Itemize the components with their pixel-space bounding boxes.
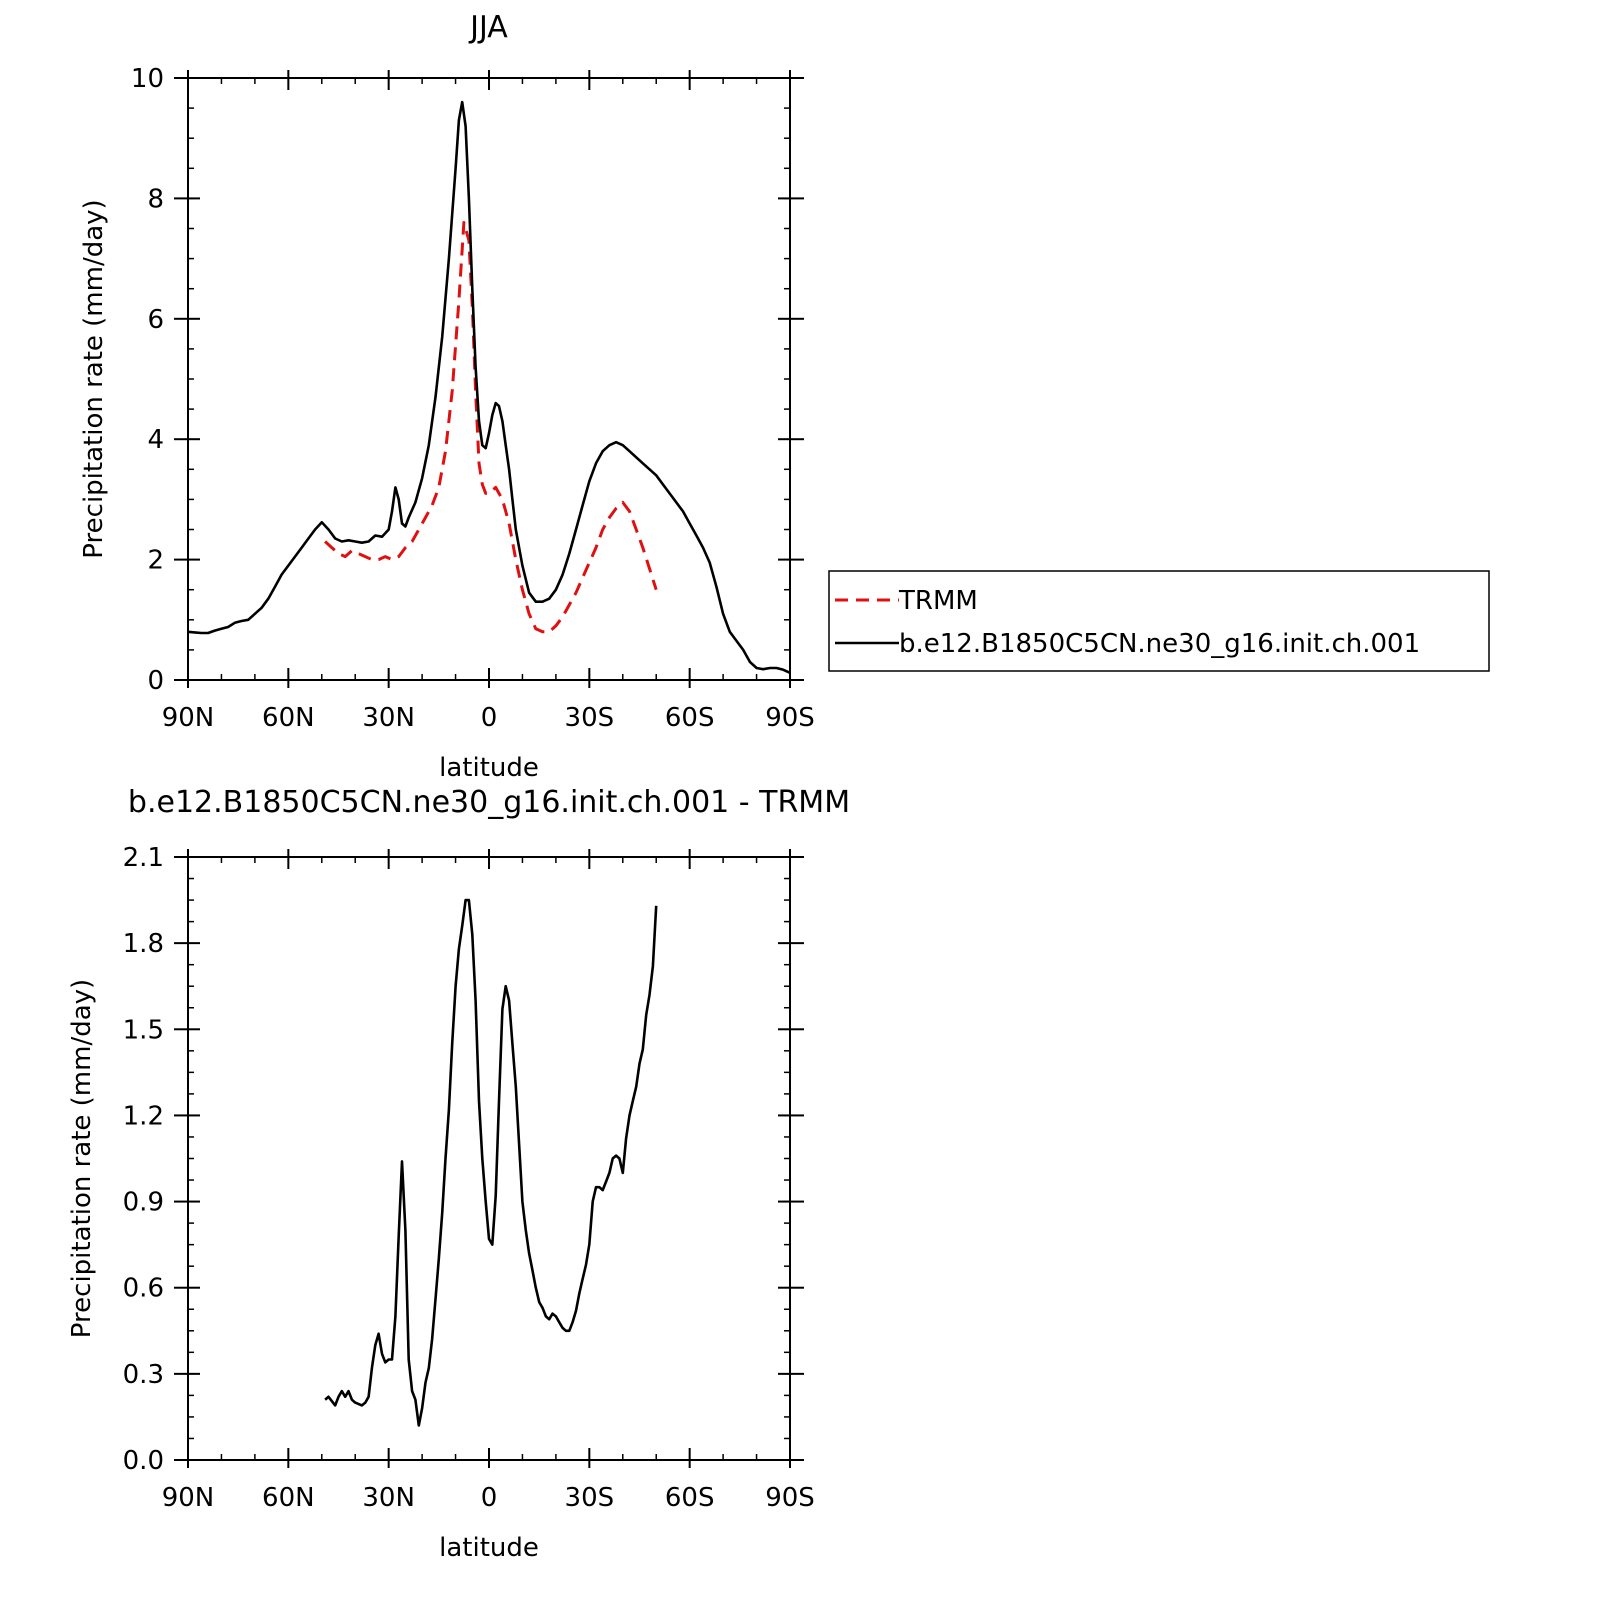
- x-tick-label: 90N: [162, 703, 215, 733]
- x-tick-label: 60N: [262, 1483, 315, 1513]
- y-tick-label: 0.9: [123, 1188, 164, 1218]
- plot-frame: [187, 856, 791, 1461]
- x-tick-label: 60S: [665, 1483, 715, 1513]
- y-tick-label: 6: [147, 305, 164, 335]
- y-tick-label: 2.1: [123, 843, 164, 873]
- plot-frame: [187, 77, 791, 681]
- y-tick-label: 1.2: [123, 1101, 164, 1131]
- y-axis-label: Precipitation rate (mm/day): [79, 199, 109, 558]
- y-tick-label: 8: [147, 184, 164, 214]
- y-tick-label: 10: [131, 64, 164, 94]
- legend-label-2: b.e12.B1850C5CN.ne30_g16.init.ch.001: [899, 629, 1420, 659]
- y-tick-label: 0.6: [123, 1274, 164, 1304]
- y-tick-label: 4: [147, 425, 164, 455]
- x-tick-label: 90S: [765, 1483, 815, 1513]
- x-tick-label: 0: [481, 703, 498, 733]
- x-tick-label: 90N: [162, 1483, 215, 1513]
- chart-panel-2: b.e12.B1850C5CN.ne30_g16.init.ch.001 - T…: [67, 785, 850, 1563]
- legend: TRMM b.e12.B1850C5CN.ne30_g16.init.ch.001: [828, 570, 1490, 672]
- x-axis-label: latitude: [439, 753, 539, 783]
- y-tick-label: 2: [147, 546, 164, 576]
- chart-title: JJA: [468, 10, 508, 45]
- x-axis-label: latitude: [439, 1533, 539, 1563]
- y-tick-label: 0: [147, 666, 164, 696]
- chart-panel-1: JJA 90N 60N 30N 0 30S 60S 90S 0 2 4 6 8 10 latitude Pre…: [79, 10, 1490, 783]
- legend-label-1: TRMM: [898, 586, 978, 616]
- series-line-1: [324, 221, 658, 634]
- series-line-2: [187, 100, 791, 674]
- y-axis-label: Precipitation rate (mm/day): [67, 979, 97, 1338]
- y-tick-label: 0.0: [123, 1446, 164, 1476]
- x-tick-label: 60N: [262, 703, 315, 733]
- legend-box: [828, 570, 1490, 672]
- x-tick-label: 30S: [565, 1483, 615, 1513]
- x-tick-label: 30N: [362, 703, 415, 733]
- series-line-1: [324, 898, 658, 1427]
- x-tick-label: 90S: [765, 703, 815, 733]
- x-tick-label: 30N: [362, 1483, 415, 1513]
- chart-title: b.e12.B1850C5CN.ne30_g16.init.ch.001 - T…: [128, 785, 850, 820]
- y-tick-label: 1.8: [123, 929, 164, 959]
- y-tick-label: 0.3: [123, 1360, 164, 1390]
- y-tick-label: 1.5: [123, 1015, 164, 1045]
- x-tick-label: 0: [481, 1483, 498, 1513]
- x-tick-label: 30S: [565, 703, 615, 733]
- x-tick-label: 60S: [665, 703, 715, 733]
